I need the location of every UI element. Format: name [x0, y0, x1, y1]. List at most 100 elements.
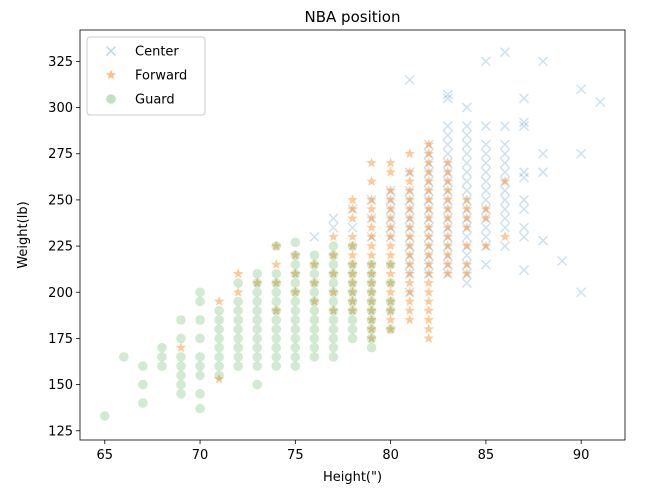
point-guard — [176, 379, 186, 390]
point-guard — [233, 361, 243, 371]
point-guard — [252, 305, 263, 316]
point-center — [423, 231, 434, 242]
point-guard — [214, 324, 224, 334]
point-center — [442, 213, 453, 224]
point-guard — [385, 305, 396, 316]
point-forward — [347, 194, 358, 205]
point-forward — [423, 139, 434, 149]
point-center — [461, 277, 472, 289]
point-forward — [328, 286, 339, 297]
point-guard — [290, 250, 301, 261]
point-center — [461, 176, 472, 187]
point-center — [480, 167, 491, 178]
point-center — [442, 231, 453, 242]
point-guard — [233, 296, 243, 307]
point-guard — [366, 278, 377, 288]
point-center — [366, 231, 377, 242]
point-center — [595, 96, 606, 108]
point-guard — [252, 278, 263, 288]
point-forward — [328, 249, 339, 260]
point-guard — [347, 278, 358, 288]
point-guard — [233, 305, 243, 316]
x-tick-label: 75 — [287, 448, 304, 463]
point-forward — [461, 268, 473, 279]
y-tick-label: 275 — [48, 147, 73, 162]
point-center — [480, 176, 491, 187]
point-guard — [328, 333, 339, 344]
point-forward — [290, 249, 301, 260]
point-forward — [290, 286, 301, 297]
point-forward — [385, 231, 396, 242]
point-guard — [176, 361, 186, 371]
point-center — [461, 194, 472, 205]
point-forward — [366, 305, 377, 316]
point-guard — [176, 333, 186, 344]
point-forward — [404, 148, 415, 159]
point-center — [518, 167, 530, 178]
point-forward — [385, 277, 396, 288]
point-forward — [385, 166, 396, 177]
point-guard — [195, 315, 205, 325]
point-forward — [366, 203, 377, 214]
point-guard — [309, 278, 320, 288]
point-center — [442, 157, 453, 169]
point-center — [442, 89, 453, 100]
legend-marker-forward — [105, 69, 117, 80]
point-guard — [271, 352, 282, 362]
point-center — [404, 213, 415, 224]
point-forward — [480, 212, 492, 223]
point-center — [461, 204, 472, 215]
point-center — [480, 139, 491, 150]
point-guard — [214, 315, 224, 325]
point-center — [404, 259, 415, 270]
point-guard — [309, 324, 320, 334]
point-forward — [213, 295, 225, 306]
point-guard — [271, 296, 282, 307]
point-forward — [347, 249, 358, 260]
point-forward — [423, 332, 434, 343]
point-forward — [480, 203, 492, 214]
point-guard — [309, 296, 320, 307]
point-center — [461, 259, 472, 270]
point-forward — [423, 295, 434, 306]
chart-title: NBA position — [305, 8, 401, 26]
point-forward — [423, 240, 434, 251]
point-guard — [176, 389, 186, 399]
point-center — [404, 268, 415, 279]
point-center — [442, 130, 453, 141]
point-guard — [290, 278, 301, 288]
point-guard — [214, 333, 224, 344]
point-center — [461, 185, 472, 196]
point-center — [404, 250, 415, 261]
point-forward — [309, 259, 320, 269]
point-forward — [366, 295, 377, 306]
point-guard — [214, 361, 224, 371]
x-tick-label: 80 — [382, 448, 399, 463]
point-forward — [366, 240, 377, 251]
point-center — [518, 204, 530, 215]
point-guard — [252, 342, 263, 353]
point-guard — [233, 315, 243, 325]
point-center — [423, 194, 434, 205]
point-guard — [214, 352, 224, 362]
point-center — [461, 121, 472, 132]
point-center — [480, 259, 491, 270]
point-forward — [499, 231, 511, 242]
point-center — [499, 47, 510, 58]
point-guard — [290, 259, 301, 270]
point-guard — [157, 352, 167, 362]
point-center — [499, 241, 510, 252]
point-center — [442, 241, 453, 252]
point-forward — [442, 185, 454, 196]
point-center — [499, 157, 510, 169]
plot-frame — [79, 29, 626, 441]
point-guard — [309, 259, 320, 270]
point-guard — [309, 305, 320, 316]
point-center — [423, 241, 434, 252]
point-center — [404, 204, 415, 215]
point-forward — [404, 231, 415, 242]
point-center — [404, 241, 415, 252]
point-forward — [442, 268, 454, 279]
point-forward — [404, 259, 415, 269]
point-guard — [309, 352, 320, 362]
